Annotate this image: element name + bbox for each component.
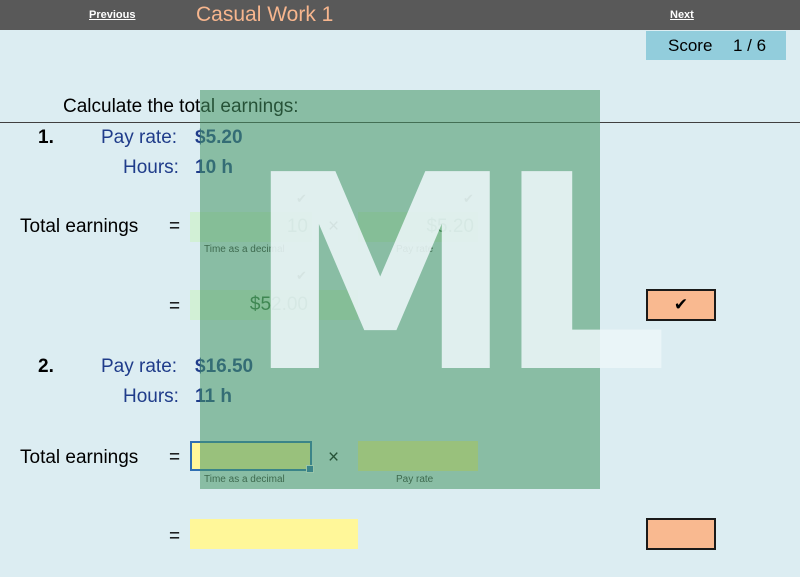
question-1-total-label: Total earnings — [20, 216, 139, 237]
question-1-number: 1. — [38, 127, 54, 148]
question-2-pay-rate-value: $16.50 — [195, 356, 254, 377]
score-panel: Score 1 / 6 — [646, 31, 786, 60]
fill-handle[interactable] — [306, 465, 314, 473]
page-title: Casual Work 1 — [196, 3, 334, 26]
question-1-total-input[interactable]: $52.00 — [190, 290, 358, 320]
question-1-multiply-sign: × — [328, 216, 340, 237]
question-2-equals-sign: = — [169, 447, 181, 468]
divider — [0, 122, 800, 123]
question-2-total-equals-sign: = — [169, 526, 181, 547]
question-1-pay-rate-value: $5.20 — [195, 127, 243, 148]
question-2-total-label: Total earnings — [20, 447, 139, 468]
instruction-text: Calculate the total earnings: — [63, 96, 299, 117]
question-2-rate-hint: Pay rate — [396, 474, 434, 485]
question-2-hours-label: Hours: — [123, 386, 179, 407]
question-1-pay-rate-label: Pay rate: — [101, 127, 178, 148]
question-2-number: 2. — [38, 356, 54, 377]
question-2-time-input[interactable] — [190, 441, 314, 473]
question-2-result-box — [646, 518, 716, 550]
question-1-time-check-icon: ✔ — [296, 191, 307, 206]
question-1-rate-hint: Pay rate — [396, 244, 434, 255]
question-2-pay-rate-label: Pay rate: — [101, 356, 178, 377]
question-1-equals-sign: = — [169, 216, 181, 237]
previous-link[interactable]: Previous — [89, 9, 136, 21]
question-2-time-hint: Time as a decimal — [204, 474, 285, 485]
score-label: Score — [668, 36, 713, 55]
question-1-total-check-icon: ✔ — [296, 268, 307, 283]
question-1-hours-label: Hours: — [123, 157, 179, 178]
question-1-rate-check-icon: ✔ — [463, 191, 474, 206]
next-link[interactable]: Next — [670, 9, 694, 21]
question-1-time-hint: Time as a decimal — [204, 244, 285, 255]
check-icon: ✔ — [673, 295, 689, 314]
question-2-hours-value: 11 h — [195, 386, 232, 407]
question-1-total-equals-sign: = — [169, 296, 181, 317]
question-2-rate-input[interactable] — [358, 441, 478, 471]
top-bar: Previous Casual Work 1 Next — [0, 0, 800, 30]
question-1-result-box: ✔ — [646, 289, 716, 321]
question-1-rate-input[interactable]: $5.20 — [358, 212, 478, 242]
question-2-multiply-sign: × — [328, 447, 340, 468]
question-1-time-input[interactable]: 10 — [190, 212, 312, 242]
score-value: 1 / 6 — [733, 36, 767, 55]
question-2-total-input[interactable] — [190, 519, 358, 549]
question-1-hours-value: 10 h — [195, 157, 234, 178]
